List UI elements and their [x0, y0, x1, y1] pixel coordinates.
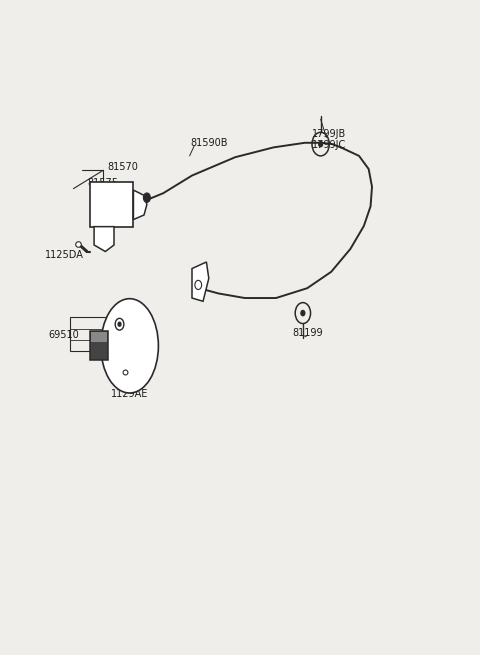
Text: 81590B: 81590B: [190, 138, 228, 148]
Text: 1799JB: 1799JB: [312, 129, 346, 140]
Text: 81570: 81570: [107, 162, 138, 172]
Bar: [70, 317, 112, 351]
Circle shape: [319, 141, 323, 147]
Text: 87551: 87551: [118, 319, 149, 329]
Text: 1125DA: 1125DA: [46, 250, 84, 261]
Polygon shape: [94, 227, 114, 252]
Text: 79552: 79552: [100, 334, 131, 345]
Polygon shape: [133, 190, 147, 219]
Circle shape: [301, 310, 305, 316]
Text: 69510: 69510: [48, 330, 79, 341]
Bar: [90, 331, 108, 360]
Bar: [90, 182, 133, 227]
Text: 1129AE: 1129AE: [111, 389, 148, 400]
Text: 81575: 81575: [88, 178, 119, 189]
Polygon shape: [192, 262, 209, 301]
Ellipse shape: [101, 299, 158, 393]
Circle shape: [118, 322, 121, 326]
Text: 81199: 81199: [292, 328, 323, 338]
Bar: [91, 332, 107, 342]
Text: 1799JC: 1799JC: [312, 140, 346, 151]
Circle shape: [144, 193, 150, 202]
